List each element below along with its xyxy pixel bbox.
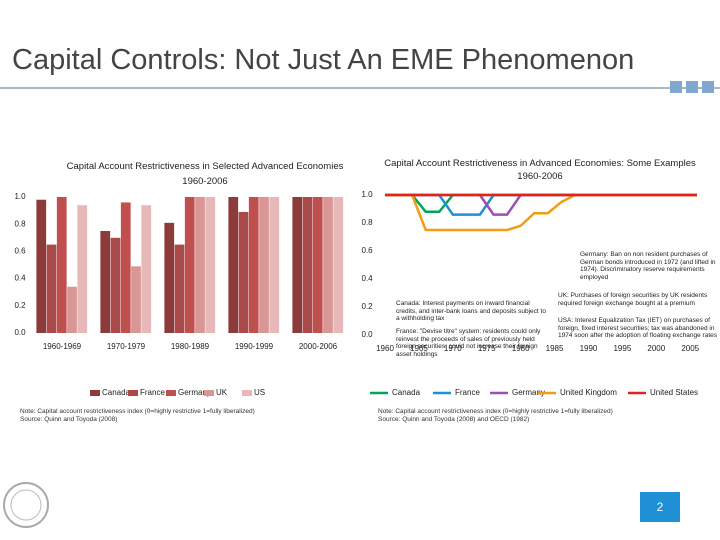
legend-label: United Kingdom <box>560 388 617 397</box>
annotation: Canada: Interest payments on inward fina… <box>396 300 546 322</box>
deco-square <box>670 81 682 93</box>
series-line <box>385 193 697 214</box>
bar <box>333 197 344 333</box>
y-tick-label: 0.4 <box>361 274 373 283</box>
x-tick-label: 1965 <box>410 344 428 353</box>
annotation: UK: Purchases of foreign securities by U… <box>558 292 708 307</box>
y-tick-label: 0.2 <box>14 301 26 310</box>
bar <box>269 197 280 333</box>
bar <box>248 197 259 333</box>
bar <box>46 244 57 333</box>
bar <box>184 197 195 333</box>
bar <box>120 202 131 333</box>
x-tick-label: 1990-1999 <box>235 342 274 351</box>
x-tick-label: 2000-2006 <box>299 342 338 351</box>
bar <box>323 197 333 333</box>
y-tick-label: 0.8 <box>361 218 373 227</box>
x-tick-label: 1970-1979 <box>107 342 146 351</box>
x-tick-label: 2005 <box>681 344 699 353</box>
bar <box>36 199 47 333</box>
y-tick-label: 0.8 <box>14 219 26 228</box>
bar <box>141 205 152 333</box>
bar <box>312 197 323 333</box>
bar <box>292 197 303 333</box>
bar <box>131 266 141 333</box>
x-tick-label: 1980 <box>512 344 530 353</box>
logo <box>3 482 49 528</box>
legend-label: United States <box>650 388 698 397</box>
x-tick-label: 1985 <box>546 344 564 353</box>
bar <box>56 197 67 333</box>
x-tick-label: 1980-1989 <box>171 342 210 351</box>
logo <box>10 489 42 521</box>
x-tick-label: 1960-1969 <box>43 342 82 351</box>
legend-label: Canada <box>392 388 421 397</box>
legend-label: France <box>455 388 480 397</box>
legend-swatch <box>166 390 176 396</box>
legend-swatch <box>128 390 138 396</box>
x-tick-label: 1975 <box>478 344 496 353</box>
note: Note: Capital account restrictiveness in… <box>378 408 613 415</box>
chart-title: Capital Account Restrictiveness in Advan… <box>384 158 696 169</box>
bar <box>238 211 249 333</box>
x-tick-label: 1990 <box>580 344 598 353</box>
legend-label: US <box>254 388 265 397</box>
bar <box>174 244 185 333</box>
chart-subtitle: 1960-2006 <box>517 171 563 182</box>
note: Note: Capital account restrictiveness in… <box>20 408 255 415</box>
y-tick-label: 0.0 <box>14 328 26 337</box>
bar <box>228 197 239 333</box>
bar <box>100 231 111 333</box>
note: Source: Quinn and Toyoda (2008) and OECD… <box>378 416 530 423</box>
y-tick-label: 0.6 <box>14 247 26 256</box>
chart-title: Capital Account Restrictiveness in Selec… <box>66 161 344 172</box>
legend-label: Germany <box>178 388 211 397</box>
legend-swatch <box>204 390 214 396</box>
y-tick-label: 1.0 <box>14 192 26 201</box>
x-tick-label: 1970 <box>444 344 462 353</box>
annotation: France: "Devise titre" system: residents… <box>396 328 541 358</box>
bar <box>205 197 216 333</box>
y-tick-label: 0.2 <box>361 302 373 311</box>
deco-square <box>686 81 698 93</box>
bar <box>77 205 88 333</box>
y-tick-label: 1.0 <box>361 190 373 199</box>
slide-title: Capital Controls: Not Just An EME Phenom… <box>12 44 635 76</box>
deco-square <box>702 81 714 93</box>
bar <box>259 197 269 333</box>
chart-subtitle: 1960-2006 <box>182 176 228 187</box>
annotation: Germany: Ban on non resident purchases o… <box>580 251 716 281</box>
legend-swatch <box>90 390 100 396</box>
legend-label: Canada <box>102 388 131 397</box>
y-tick-label: 0.0 <box>361 330 373 339</box>
note: Source: Quinn and Toyoda (2008) <box>20 416 118 423</box>
x-tick-label: 1995 <box>613 344 631 353</box>
y-tick-label: 0.6 <box>361 246 373 255</box>
bar <box>164 222 175 333</box>
bar <box>302 197 313 333</box>
bar <box>67 286 77 333</box>
legend-label: France <box>140 388 165 397</box>
annotation: USA: Interest Equalization Tax (IET) on … <box>558 317 718 339</box>
x-tick-label: 1960 <box>376 344 394 353</box>
x-tick-label: 2000 <box>647 344 665 353</box>
bar <box>110 237 121 333</box>
y-tick-label: 0.4 <box>14 274 26 283</box>
legend-swatch <box>242 390 252 396</box>
legend-label: Germany <box>512 388 545 397</box>
legend-label: UK <box>216 388 228 397</box>
page-number: 2 <box>640 492 680 522</box>
bar <box>195 197 205 333</box>
